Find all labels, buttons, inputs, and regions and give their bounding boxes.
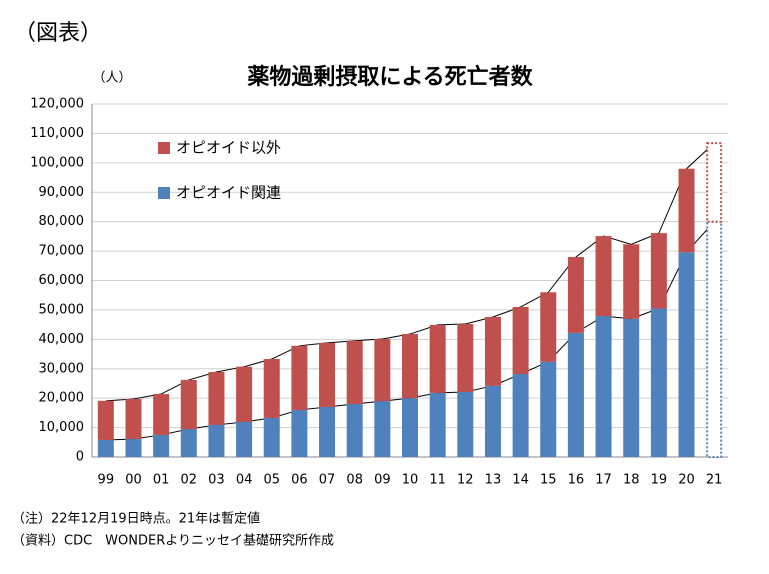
bar xyxy=(346,340,363,405)
bar xyxy=(208,424,225,457)
x-tick-label: 05 xyxy=(263,473,280,488)
bar xyxy=(429,324,446,393)
bar xyxy=(567,332,584,457)
x-tick-label: 14 xyxy=(512,473,529,488)
x-tick-label: 20 xyxy=(678,473,695,488)
legend-swatch xyxy=(158,142,170,154)
bar xyxy=(484,316,501,386)
y-tick-label: 70,000 xyxy=(39,244,85,259)
x-tick-label: 11 xyxy=(429,473,446,488)
legend-swatch xyxy=(158,187,170,199)
x-tick-label: 08 xyxy=(346,473,363,488)
bar xyxy=(346,404,363,457)
bar xyxy=(236,366,253,422)
y-tick-label: 100,000 xyxy=(30,155,84,170)
y-tick-label: 50,000 xyxy=(39,302,85,317)
x-tick-label: 17 xyxy=(595,473,612,488)
x-tick-label: 04 xyxy=(236,473,253,488)
bar xyxy=(512,306,529,375)
bar xyxy=(208,371,225,425)
legend-label: オピオイド関連 xyxy=(176,184,281,202)
y-tick-label: 110,000 xyxy=(30,126,84,141)
bar xyxy=(319,342,336,407)
bar xyxy=(263,359,280,418)
x-tick-label: 07 xyxy=(319,473,336,488)
bar xyxy=(457,391,474,457)
y-tick-label: 40,000 xyxy=(39,332,85,347)
bar xyxy=(402,398,418,457)
bar xyxy=(623,244,640,319)
bar xyxy=(650,233,667,309)
y-unit: （人） xyxy=(92,71,131,86)
x-tick-label: 19 xyxy=(651,473,668,488)
bar xyxy=(484,385,501,457)
bar xyxy=(153,434,170,457)
bar xyxy=(512,374,529,457)
y-tick-label: 10,000 xyxy=(39,420,85,435)
y-tick-label: 120,000 xyxy=(30,97,84,112)
bar xyxy=(374,401,391,457)
y-tick-label: 60,000 xyxy=(39,273,85,288)
bar xyxy=(540,292,557,362)
bar xyxy=(180,379,197,430)
legend-label: オピオイド以外 xyxy=(176,139,281,157)
bar xyxy=(650,308,667,457)
x-tick-label: 21 xyxy=(706,473,723,488)
bar xyxy=(153,394,170,435)
bar xyxy=(97,439,114,457)
bar xyxy=(540,361,557,457)
bar xyxy=(97,400,114,440)
x-tick-label: 03 xyxy=(208,473,225,488)
y-tick-label: 80,000 xyxy=(39,214,85,229)
chart-title: 薬物過剰摂取による死亡者数 xyxy=(247,64,533,90)
bar xyxy=(291,345,308,410)
bar xyxy=(402,334,418,399)
bar xyxy=(180,429,197,457)
bar xyxy=(374,339,391,402)
x-tick-label: 15 xyxy=(540,473,557,488)
bar xyxy=(678,168,695,253)
bar xyxy=(125,439,142,457)
x-tick-label: 12 xyxy=(457,473,474,488)
bar xyxy=(706,220,723,458)
x-tick-label: 10 xyxy=(402,473,419,488)
y-tick-label: 20,000 xyxy=(39,391,85,406)
x-tick-label: 00 xyxy=(125,473,142,488)
y-tick-label: 30,000 xyxy=(39,361,85,376)
bar xyxy=(319,406,336,457)
x-tick-label: 01 xyxy=(153,473,170,488)
bar xyxy=(595,236,612,317)
y-tick-label: 90,000 xyxy=(39,185,85,200)
x-tick-label: 99 xyxy=(98,473,115,488)
bar xyxy=(291,409,308,457)
bar xyxy=(263,417,280,457)
bar xyxy=(706,142,723,223)
x-tick-label: 13 xyxy=(485,473,502,488)
bar xyxy=(429,392,446,457)
x-tick-label: 16 xyxy=(568,473,585,488)
note: （注）22年12月19日時点。21年は暫定値 xyxy=(12,511,260,527)
bar xyxy=(125,399,142,440)
note: （資料）CDC WONDERよりニッセイ基礎研究所作成 xyxy=(12,534,334,549)
x-tick-label: 02 xyxy=(181,473,198,488)
x-tick-label: 09 xyxy=(374,473,391,488)
series-line xyxy=(105,142,715,402)
bar xyxy=(236,421,253,457)
bar xyxy=(623,318,640,457)
x-tick-label: 06 xyxy=(291,473,308,488)
bar xyxy=(595,316,612,457)
x-tick-label: 18 xyxy=(623,473,640,488)
bar xyxy=(567,256,584,333)
bar xyxy=(678,252,695,457)
bar xyxy=(457,324,474,392)
figure-label: （図表） xyxy=(14,21,102,46)
y-tick-label: 0 xyxy=(76,450,84,465)
